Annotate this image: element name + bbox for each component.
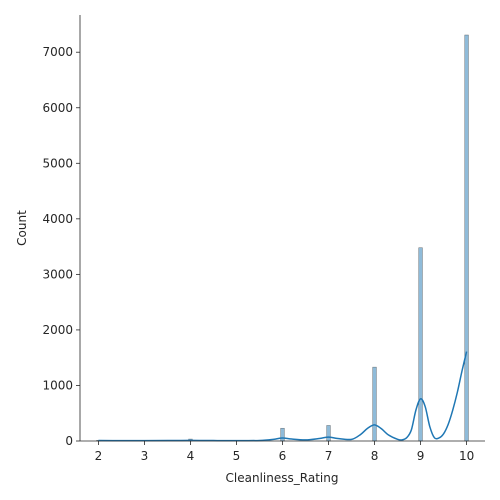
x-axis-label: Cleanliness_Rating — [226, 471, 339, 485]
histogram-bar — [281, 428, 285, 441]
x-ticks: 2 3 4 5 6 7 8 9 10 — [95, 441, 475, 463]
y-tick-label: 2000 — [42, 323, 73, 337]
x-tick-label: 3 — [141, 449, 149, 463]
histogram-bar — [419, 248, 423, 441]
y-ticks: 0 1000 2000 3000 4000 5000 6000 7000 — [42, 45, 80, 448]
bars-layer — [97, 35, 469, 441]
x-tick-label: 8 — [371, 449, 379, 463]
x-tick-label: 4 — [187, 449, 195, 463]
y-tick-label: 5000 — [42, 156, 73, 170]
x-tick-label: 7 — [325, 449, 333, 463]
x-tick-label: 5 — [233, 449, 241, 463]
y-axis-label: Count — [15, 210, 29, 246]
y-tick-label: 7000 — [42, 45, 73, 59]
histogram-bar — [465, 35, 469, 441]
histogram-bar — [373, 367, 377, 441]
x-tick-label: 6 — [279, 449, 287, 463]
x-tick-label: 9 — [417, 449, 425, 463]
y-tick-label: 4000 — [42, 212, 73, 226]
x-tick-label: 10 — [459, 449, 474, 463]
y-tick-label: 6000 — [42, 101, 73, 115]
y-tick-label: 3000 — [42, 267, 73, 281]
x-tick-label: 2 — [95, 449, 103, 463]
y-tick-label: 1000 — [42, 378, 73, 392]
kde-curve — [98, 352, 466, 441]
y-tick-label: 0 — [65, 434, 73, 448]
histogram-bar — [327, 425, 331, 441]
